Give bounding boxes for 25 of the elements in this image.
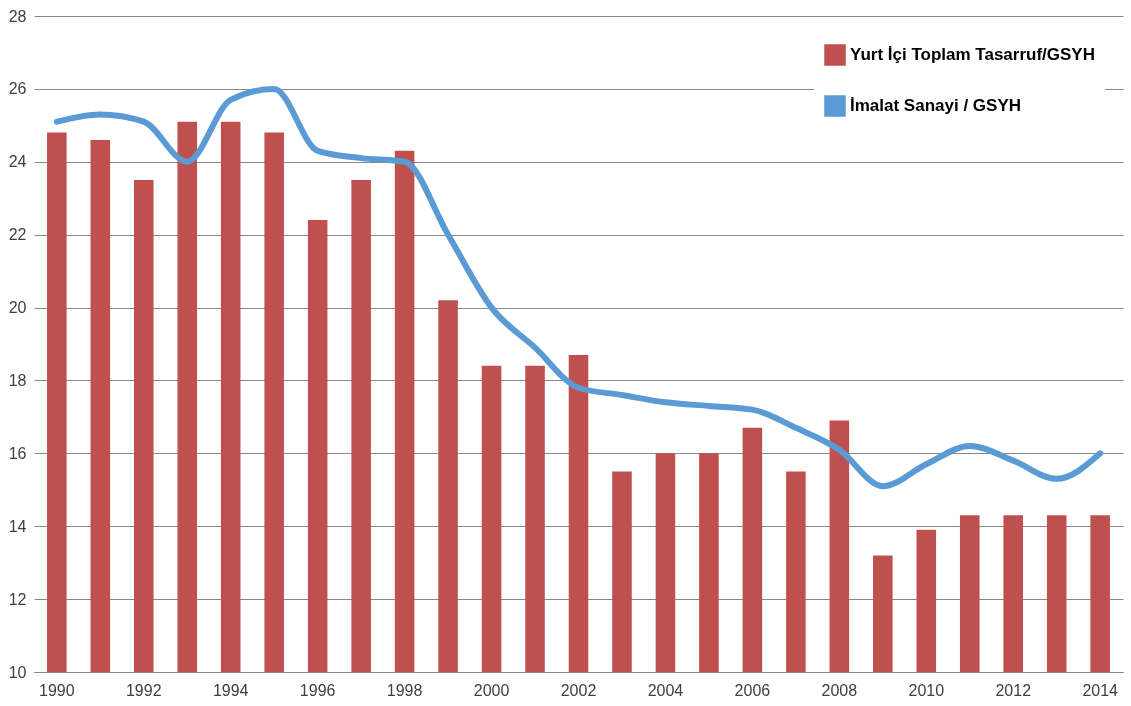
x-tick-label: 1992 <box>125 681 162 699</box>
x-tick-label: 1996 <box>299 681 336 699</box>
y-tick-label: 20 <box>8 299 27 317</box>
x-tick-label: 2000 <box>473 681 510 699</box>
x-tick-label: 2008 <box>821 681 858 699</box>
legend-label: İmalat Sanayi / GSYH <box>850 96 1022 115</box>
y-tick-label: 16 <box>8 444 27 462</box>
x-tick-label: 2014 <box>1082 681 1119 699</box>
y-tick-label: 10 <box>8 663 27 681</box>
y-tick-label: 28 <box>8 7 27 25</box>
y-tick-label: 22 <box>8 226 27 244</box>
x-tick-label: 2010 <box>908 681 945 699</box>
x-tick-label: 2004 <box>647 681 684 699</box>
x-tick-label: 2006 <box>734 681 771 699</box>
y-tick-label: 12 <box>8 590 27 608</box>
x-tick-label: 1994 <box>212 681 249 699</box>
x-tick-label: 1998 <box>386 681 423 699</box>
y-tick-label: 14 <box>8 517 27 535</box>
y-tick-label: 18 <box>8 371 27 389</box>
x-tick-label: 1990 <box>39 681 75 699</box>
y-tick-label: 26 <box>8 80 27 98</box>
y-tick-label: 24 <box>8 153 27 171</box>
x-tick-label: 2012 <box>995 681 1032 699</box>
x-tick-label: 2002 <box>560 681 597 699</box>
legend-label: Yurt İçi Toplam Tasarruf/GSYH <box>850 45 1095 64</box>
